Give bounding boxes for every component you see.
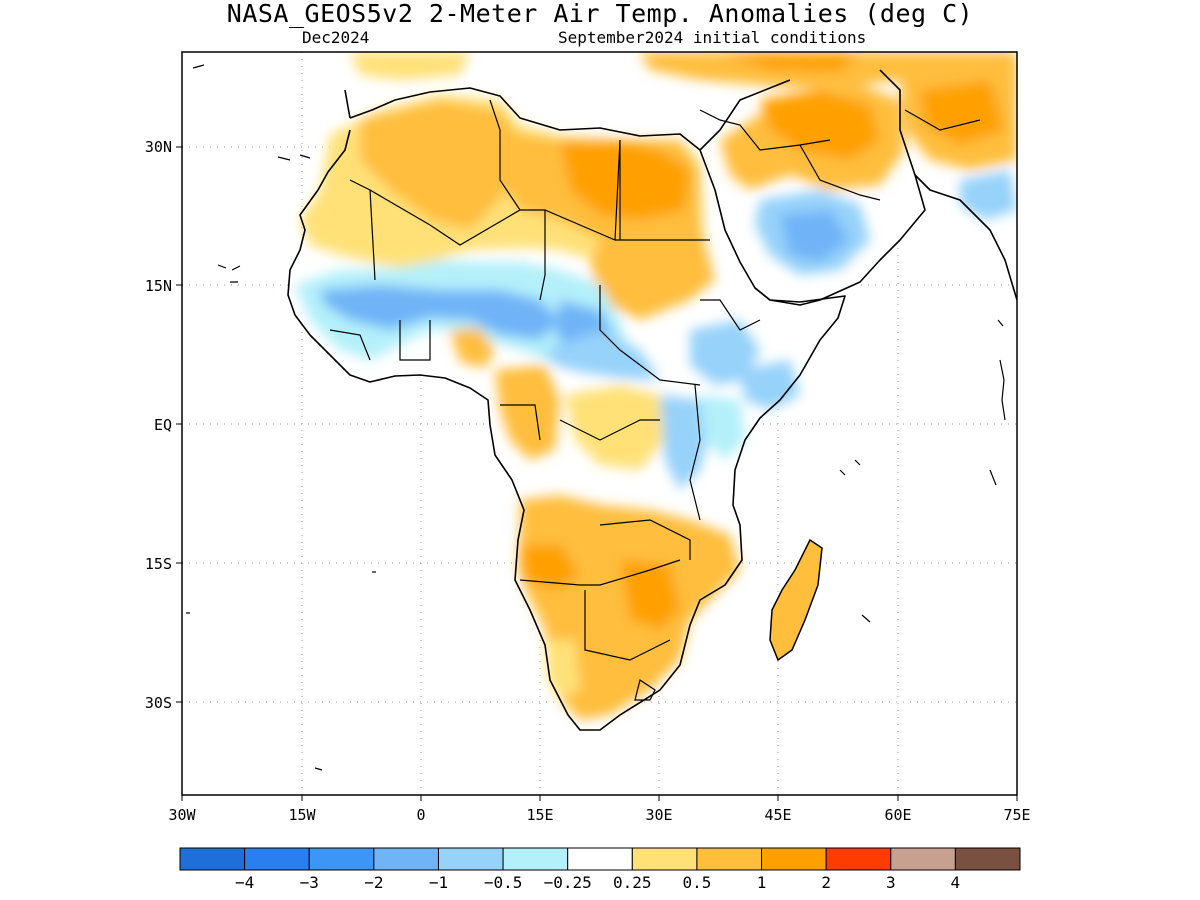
- lat-label: 30S: [145, 694, 172, 712]
- colorbar: [179, 847, 1021, 871]
- colorbar-swatch: [890, 847, 956, 871]
- colorbar-label: 2: [821, 873, 831, 892]
- colorbar-label: −0.25: [544, 873, 592, 892]
- colorbar-swatch: [437, 847, 504, 871]
- colorbar-swatch: [761, 847, 827, 871]
- colorbar-swatch: [954, 847, 1021, 871]
- colorbar-swatch: [308, 847, 375, 871]
- lon-ticks: [181, 795, 1018, 801]
- madagascar: [769, 538, 823, 662]
- lat-labels: 30N 15N EQ 15S 30S: [145, 138, 172, 712]
- lon-label: 45E: [764, 806, 791, 824]
- colorbar-label: 3: [886, 873, 896, 892]
- colorbar-swatch: [825, 847, 892, 871]
- colorbar-label: −3: [300, 873, 319, 892]
- coastlines: [287, 69, 1017, 731]
- colorbar-swatch: [631, 847, 698, 871]
- lon-label: 30W: [168, 806, 196, 824]
- forecast-period: Dec2024: [302, 28, 370, 47]
- lat-label: 30N: [145, 138, 172, 156]
- lon-label: 75E: [1003, 806, 1030, 824]
- chart-title: NASA_GEOS5v2 2-Meter Air Temp. Anomalies…: [226, 0, 974, 28]
- colorbar-label: 1: [757, 873, 767, 892]
- anomaly-shading: [295, 52, 1017, 720]
- colorbar-swatch: [502, 847, 569, 871]
- colorbar-swatch: [373, 847, 439, 871]
- lat-label: 15N: [145, 277, 172, 295]
- colorbar-label: −1: [429, 873, 448, 892]
- colorbar-swatch: [696, 847, 763, 871]
- initial-conditions: September2024 initial conditions: [558, 28, 867, 47]
- country-borders: [329, 99, 981, 701]
- lat-label: 15S: [145, 555, 172, 573]
- lon-label: 15E: [526, 806, 553, 824]
- lon-label: 60E: [884, 806, 911, 824]
- europe-landmass: [340, 52, 1017, 150]
- colorbar-labels: −4 −3 −2 −1 −0.5 −0.25 0.25 0.5 1 2 3 4: [235, 873, 960, 892]
- lon-label: 15W: [288, 806, 316, 824]
- colorbar-label: −2: [364, 873, 383, 892]
- islands: [186, 64, 1006, 771]
- colorbar-swatch: [567, 847, 633, 871]
- lat-ticks: [176, 146, 182, 703]
- lat-label: EQ: [154, 416, 172, 434]
- colorbar-label: −4: [235, 873, 254, 892]
- colorbar-label: 4: [951, 873, 961, 892]
- lon-label: 30E: [645, 806, 672, 824]
- colorbar-label: 0.25: [613, 873, 652, 892]
- colorbar-swatch: [179, 847, 246, 871]
- colorbar-label: −0.5: [484, 873, 523, 892]
- lon-labels: 30W 15W 0 15E 30E 45E 60E 75E: [168, 806, 1030, 824]
- colorbar-label: 0.5: [682, 873, 711, 892]
- lon-label: 0: [416, 806, 425, 824]
- colorbar-swatch: [244, 847, 310, 871]
